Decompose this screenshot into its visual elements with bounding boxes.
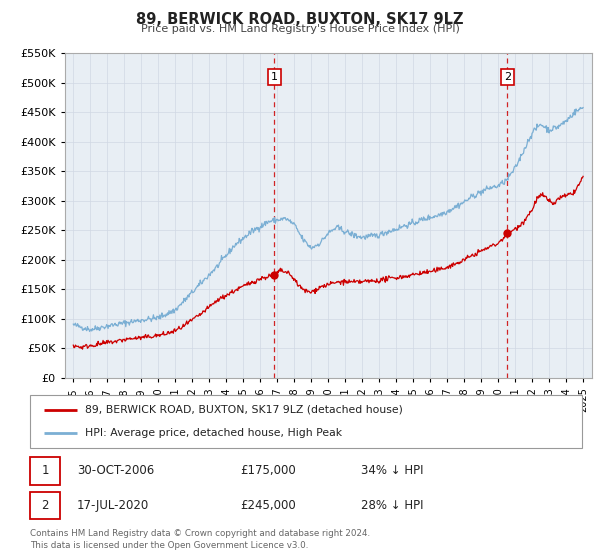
Text: Contains HM Land Registry data © Crown copyright and database right 2024.
This d: Contains HM Land Registry data © Crown c… — [30, 529, 370, 550]
Bar — [30, 492, 61, 519]
Text: £245,000: £245,000 — [240, 499, 296, 512]
Text: £175,000: £175,000 — [240, 464, 296, 477]
Text: 1: 1 — [271, 72, 278, 82]
Text: 89, BERWICK ROAD, BUXTON, SK17 9LZ: 89, BERWICK ROAD, BUXTON, SK17 9LZ — [136, 12, 464, 27]
Bar — [30, 457, 61, 484]
Text: 28% ↓ HPI: 28% ↓ HPI — [361, 499, 424, 512]
Text: 1: 1 — [41, 464, 49, 477]
Text: 17-JUL-2020: 17-JUL-2020 — [77, 499, 149, 512]
Text: Price paid vs. HM Land Registry's House Price Index (HPI): Price paid vs. HM Land Registry's House … — [140, 24, 460, 34]
Text: 30-OCT-2006: 30-OCT-2006 — [77, 464, 154, 477]
Text: 34% ↓ HPI: 34% ↓ HPI — [361, 464, 424, 477]
Text: 89, BERWICK ROAD, BUXTON, SK17 9LZ (detached house): 89, BERWICK ROAD, BUXTON, SK17 9LZ (deta… — [85, 405, 403, 415]
Text: HPI: Average price, detached house, High Peak: HPI: Average price, detached house, High… — [85, 428, 343, 438]
Text: 2: 2 — [41, 499, 49, 512]
Text: 2: 2 — [504, 72, 511, 82]
